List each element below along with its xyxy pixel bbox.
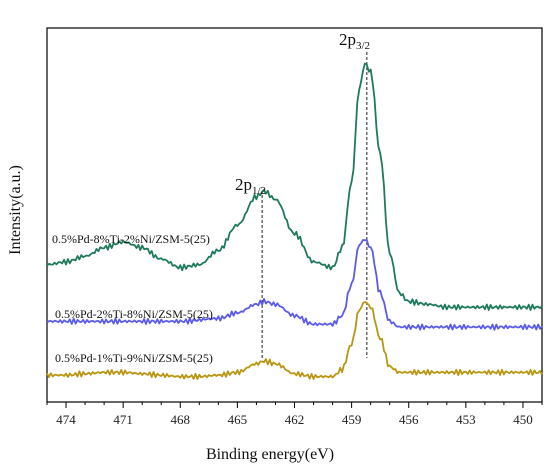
x-tick-label: 474 [56, 412, 76, 427]
series-label-1: 0.5%Pd-8%Ti-2%Ni/ZSM-5(25) [52, 232, 210, 246]
peak-label-2p3-2: 2p3/2 [339, 30, 370, 52]
series-line-2 [46, 238, 543, 331]
plot-frame [46, 27, 543, 403]
x-axis-ticks: 474 471 468 465 462 459 456 453 450 [46, 402, 543, 427]
x-tick-label: 462 [285, 412, 305, 427]
peak-label-2p3-2-main: 2p [339, 30, 356, 49]
peak-label-2p1-2-sub: 1/2 [252, 185, 266, 197]
x-tick-label: 471 [113, 412, 133, 427]
series-label-2: 0.5%Pd-2%Ti-8%Ni/ZSM-5(25) [55, 307, 213, 321]
y-axis-title: Intensity(a.u.) [7, 165, 24, 255]
x-tick-label: 459 [342, 412, 362, 427]
peak-label-2p1-2-main: 2p [235, 175, 252, 194]
series-line-3 [46, 301, 543, 381]
x-tick-label: 465 [228, 412, 248, 427]
x-tick-label: 456 [399, 412, 419, 427]
series-lines [46, 62, 543, 381]
peak-label-2p3-2-sub: 3/2 [356, 40, 370, 52]
series-label-3: 0.5%Pd-1%Ti-9%Ni/ZSM-5(25) [55, 351, 213, 365]
peak-reference-lines [261, 52, 368, 358]
x-tick-label: 453 [456, 412, 476, 427]
peak-label-2p1-2: 2p1/2 [235, 175, 266, 197]
x-tick-label: 450 [513, 412, 533, 427]
x-axis-title: Binding energy(eV) [206, 446, 334, 463]
series-line-1 [46, 62, 543, 311]
x-tick-label: 468 [171, 412, 191, 427]
